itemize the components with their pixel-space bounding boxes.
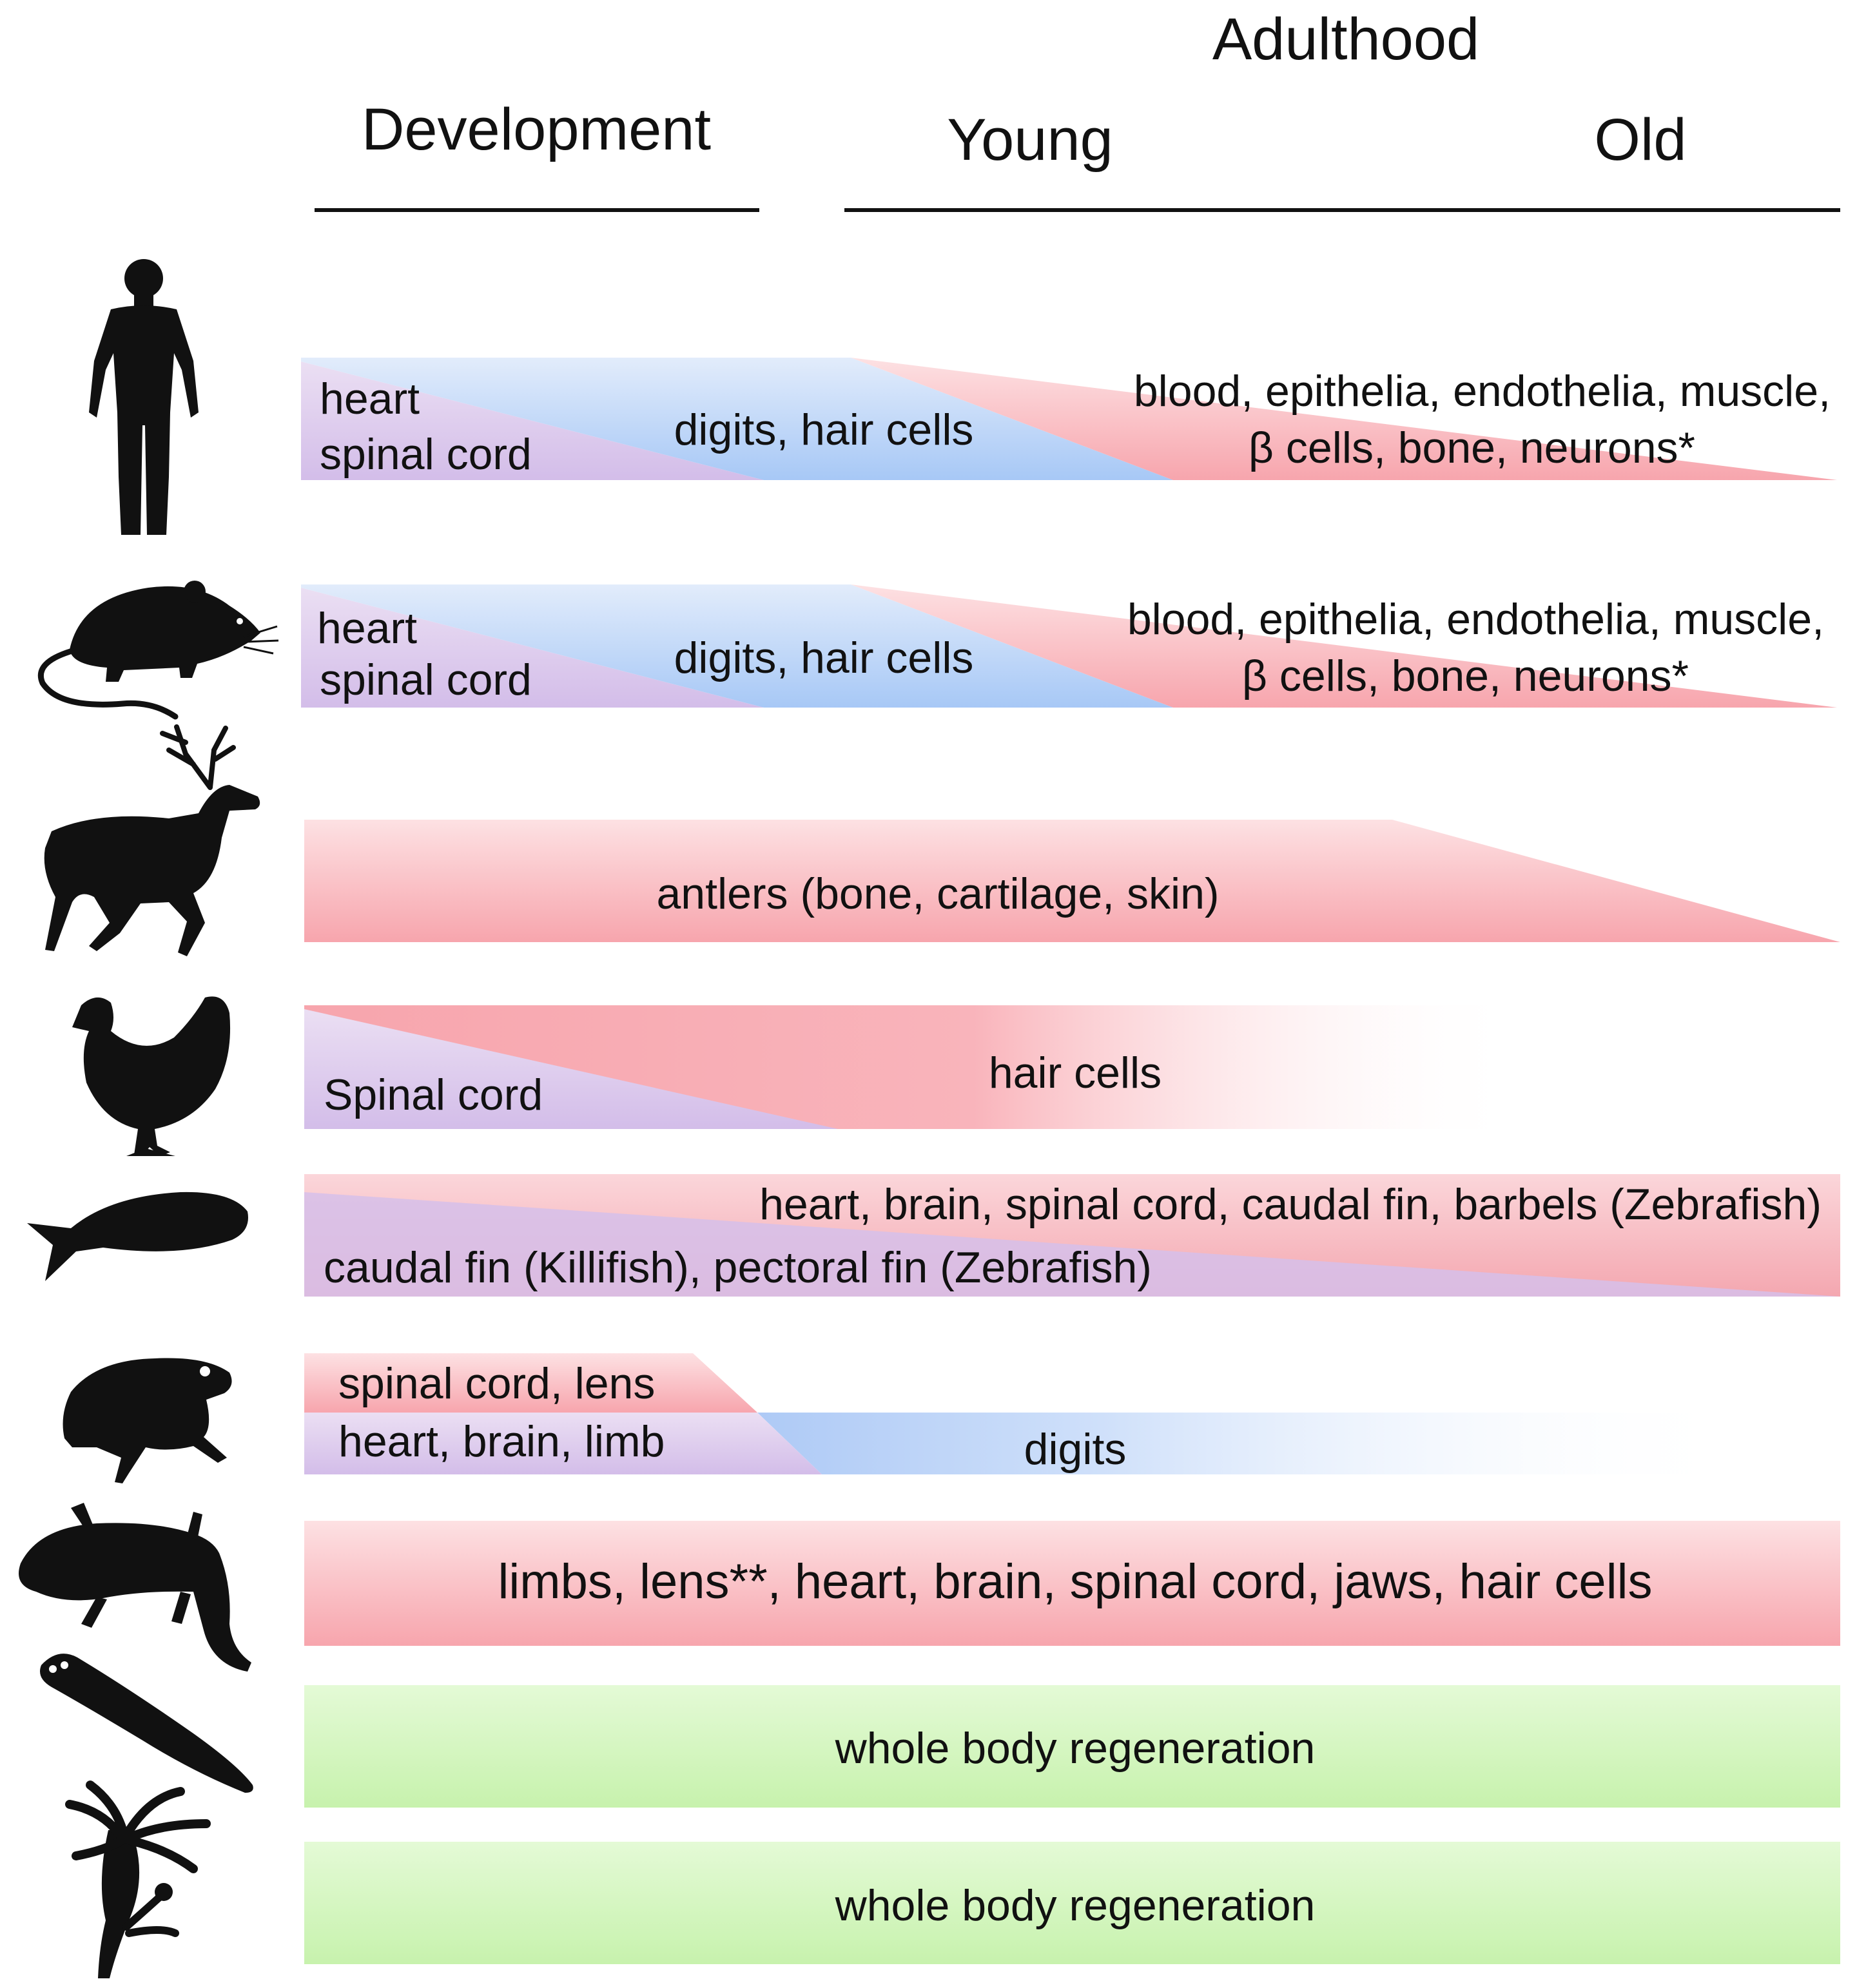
rodent-label-spinal-cord: spinal cord <box>320 655 532 704</box>
rodent-label-adult-1: blood, epithelia, endothelia, muscle, <box>1127 595 1824 644</box>
header: Development Adulthood Young Old <box>315 6 1840 212</box>
chicken-silhouette-icon <box>72 996 231 1156</box>
human-label-heart: heart <box>320 374 420 423</box>
deer-label: antlers (bone, cartilage, skin) <box>656 869 1219 918</box>
hydra-label: whole body regeneration <box>835 1881 1316 1930</box>
bar-planarian <box>304 1685 1840 1808</box>
salamander-silhouette-icon <box>19 1503 251 1672</box>
human-label-adult-2: β cells, bone, neurons* <box>1249 423 1695 472</box>
deer-silhouette-icon <box>44 724 260 956</box>
rodent-silhouette-icon <box>37 581 279 720</box>
row-human: heart spinal cord digits, hair cells blo… <box>89 259 1837 535</box>
hydra-silhouette-icon <box>65 1781 211 1978</box>
bar-deer <box>304 820 1840 942</box>
frog-label-digits: digits <box>1024 1425 1127 1474</box>
planarian-silhouette-icon <box>40 1654 253 1793</box>
bar-fish-purple <box>304 1192 1840 1297</box>
header-development: Development <box>362 97 711 162</box>
human-silhouette-icon <box>89 259 199 535</box>
row-hydra: whole body regeneration <box>65 1781 1840 1978</box>
row-frog: spinal cord, lens heart, brain, limb dig… <box>63 1353 1740 1483</box>
rodent-label-young: digits, hair cells <box>674 633 974 682</box>
header-old: Old <box>1594 107 1686 173</box>
salamander-label: limbs, lens**, heart, brain, spinal cord… <box>498 1554 1653 1609</box>
frog-silhouette-icon <box>63 1358 232 1483</box>
fish-label-adult: heart, brain, spinal cord, caudal fin, b… <box>759 1180 1822 1229</box>
bar-rodent-blue <box>301 584 1173 708</box>
bar-frog-purple <box>304 1413 822 1474</box>
chicken-label-spinal-cord: Spinal cord <box>324 1070 543 1119</box>
bar-hydra <box>304 1842 1840 1964</box>
bar-frog-blue <box>757 1413 1740 1474</box>
fish-silhouette-icon <box>27 1192 248 1281</box>
bar-frog-red <box>304 1353 757 1413</box>
planarian-label: whole body regeneration <box>835 1724 1316 1773</box>
row-salamander: limbs, lens**, heart, brain, spinal cord… <box>19 1503 1840 1672</box>
row-planarian: whole body regeneration <box>40 1654 1840 1808</box>
header-young: Young <box>947 107 1113 173</box>
frog-label-heart-brain-limb: heart, brain, limb <box>338 1417 665 1466</box>
chicken-label-hair-cells: hair cells <box>989 1048 1162 1097</box>
bar-chicken-purple <box>304 1009 838 1129</box>
bar-human-red <box>851 358 1837 480</box>
bar-rodent-red <box>851 584 1837 708</box>
bar-human-blue <box>301 358 1173 480</box>
frog-label-spinal-cord-lens: spinal cord, lens <box>338 1359 655 1408</box>
human-label-spinal-cord: spinal cord <box>320 430 532 479</box>
human-label-adult-1: blood, epithelia, endothelia, muscle, <box>1134 367 1831 416</box>
row-fish: heart, brain, spinal cord, caudal fin, b… <box>27 1174 1840 1297</box>
row-deer: antlers (bone, cartilage, skin) <box>44 724 1840 956</box>
header-adulthood: Adulthood <box>1212 6 1479 72</box>
row-rodent: heart spinal cord digits, hair cells blo… <box>37 581 1837 720</box>
rodent-label-heart: heart <box>317 604 417 653</box>
human-label-young: digits, hair cells <box>674 405 974 454</box>
bar-salamander <box>304 1521 1840 1646</box>
row-chicken: Spinal cord hair cells <box>72 996 1521 1156</box>
rodent-label-adult-2: β cells, bone, neurons* <box>1242 651 1689 700</box>
fish-label-development: caudal fin (Killifish), pectoral fin (Ze… <box>324 1243 1152 1292</box>
